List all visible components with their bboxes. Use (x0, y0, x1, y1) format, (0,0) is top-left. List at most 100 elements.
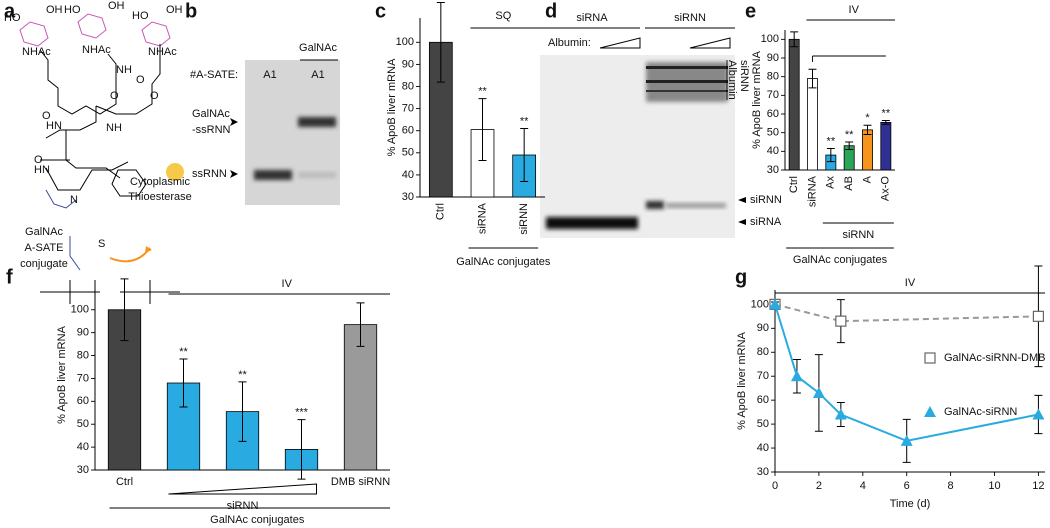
atom-label: OH (46, 4, 63, 16)
group-label: GalNAc conjugates (456, 256, 551, 268)
x-tick-label: AB (843, 176, 855, 191)
x-tick-label: siRNN (518, 203, 530, 235)
gel-d (540, 27, 746, 238)
y-tick-label: 100 (71, 304, 89, 316)
panel-label: g (735, 266, 747, 288)
y-tick-label: 60 (767, 108, 779, 120)
error-bar (808, 68, 817, 89)
marker (835, 315, 847, 327)
chemical-structure (19, 13, 184, 304)
atom-label: O (34, 154, 43, 166)
panel-label: e (745, 0, 756, 22)
marker (812, 386, 825, 398)
lane-label: A1 (263, 69, 276, 81)
x-tick-label: Ctrl (788, 176, 800, 193)
significance: ** (238, 369, 247, 381)
y-tick-label: 40 (767, 145, 779, 157)
error-bar (179, 358, 188, 408)
error-bar (790, 31, 799, 48)
condition-label: Albumin: (548, 37, 591, 49)
y-tick-label: 90 (77, 327, 89, 339)
x-tick-label: 4 (860, 480, 866, 492)
x-tick-label: DMB siRNN (331, 476, 390, 488)
bar (343, 324, 378, 471)
significance: ** (882, 107, 891, 119)
row-label: #A-SATE: (190, 69, 238, 81)
atom-label: O (150, 90, 159, 102)
y-tick-label: 80 (757, 346, 769, 358)
y-tick-label: 30 (767, 164, 779, 176)
atom-label: NHAc (22, 46, 51, 58)
y-tick-label: 50 (77, 418, 89, 430)
conjugate-label: GalNAc (25, 226, 63, 238)
error-bar (436, 2, 445, 83)
panel-label: f (6, 266, 13, 288)
route-label: IV (849, 4, 860, 16)
y-tick-label: 90 (757, 322, 769, 334)
marker (834, 408, 847, 420)
x-tick-label: 12 (1032, 480, 1044, 492)
conjugate-label: A-SATE (25, 242, 64, 254)
y-tick-label: 90 (402, 58, 414, 70)
dose-wedge (168, 483, 317, 495)
atom-label: O (42, 110, 51, 122)
y-tick-label: 30 (77, 464, 89, 476)
significance: ** (478, 86, 487, 98)
group-label: GalNAc conjugates (210, 514, 305, 526)
bar (807, 78, 818, 171)
atom-label: NH (106, 122, 122, 134)
y-tick-label: 60 (757, 394, 769, 406)
x-tick-label: 2 (816, 480, 822, 492)
series-line (774, 304, 1039, 442)
error-bar (881, 120, 890, 125)
x-tick-label: 8 (948, 480, 954, 492)
atom-label: NHAc (82, 44, 111, 56)
significance: ** (520, 115, 529, 127)
significance: ** (827, 135, 836, 147)
atom-label: S (98, 238, 105, 250)
error-bar (520, 127, 529, 183)
atom-label: OH (108, 0, 125, 12)
x-tick-label: 10 (988, 480, 1000, 492)
atom-label: OH (166, 4, 183, 16)
y-tick-label: 70 (757, 370, 769, 382)
gel-b (230, 59, 340, 205)
atom-label: HO (4, 12, 21, 24)
y-tick-label: 40 (402, 169, 414, 181)
route-label: IV (282, 278, 293, 290)
band-label: Albumin (726, 60, 738, 100)
significance: ** (179, 346, 188, 358)
y-tick-label: 90 (767, 52, 779, 64)
bar (880, 122, 892, 171)
x-tick-label: Ax (825, 176, 837, 189)
y-tick-label: 50 (402, 147, 414, 159)
significance: *** (295, 407, 309, 419)
error-bar (863, 124, 872, 136)
x-tick-label: 6 (904, 480, 910, 492)
atom-label: O (136, 74, 145, 86)
atom-label: HO (132, 10, 149, 22)
atom-label: NH (116, 64, 132, 76)
y-axis-label: % ApoB liver mRNA (56, 325, 68, 423)
error-bar (297, 419, 306, 480)
atom-label: HO (64, 4, 81, 16)
group-label: GalNAc (299, 42, 337, 54)
y-tick-label: 80 (402, 80, 414, 92)
marker (790, 370, 803, 382)
band-label: -ssRNN (192, 124, 231, 136)
group-label: siRNN (674, 12, 706, 24)
y-tick-label: 40 (77, 441, 89, 453)
x-tick-label: siRNA (476, 202, 488, 234)
y-tick-label: 60 (77, 395, 89, 407)
bar (788, 38, 800, 171)
y-tick-label: 100 (761, 33, 779, 45)
y-tick-label: 30 (402, 191, 414, 203)
enzyme-label: Cytoplasmic (130, 176, 190, 188)
group-label: GalNAc conjugates (793, 254, 888, 266)
band-label: siRNN (750, 194, 782, 206)
atom-label: NHAc (148, 46, 177, 58)
y-tick-label: 50 (757, 418, 769, 430)
route-label: SQ (495, 10, 511, 22)
y-tick-label: 70 (402, 103, 414, 115)
significance: ** (845, 129, 854, 141)
